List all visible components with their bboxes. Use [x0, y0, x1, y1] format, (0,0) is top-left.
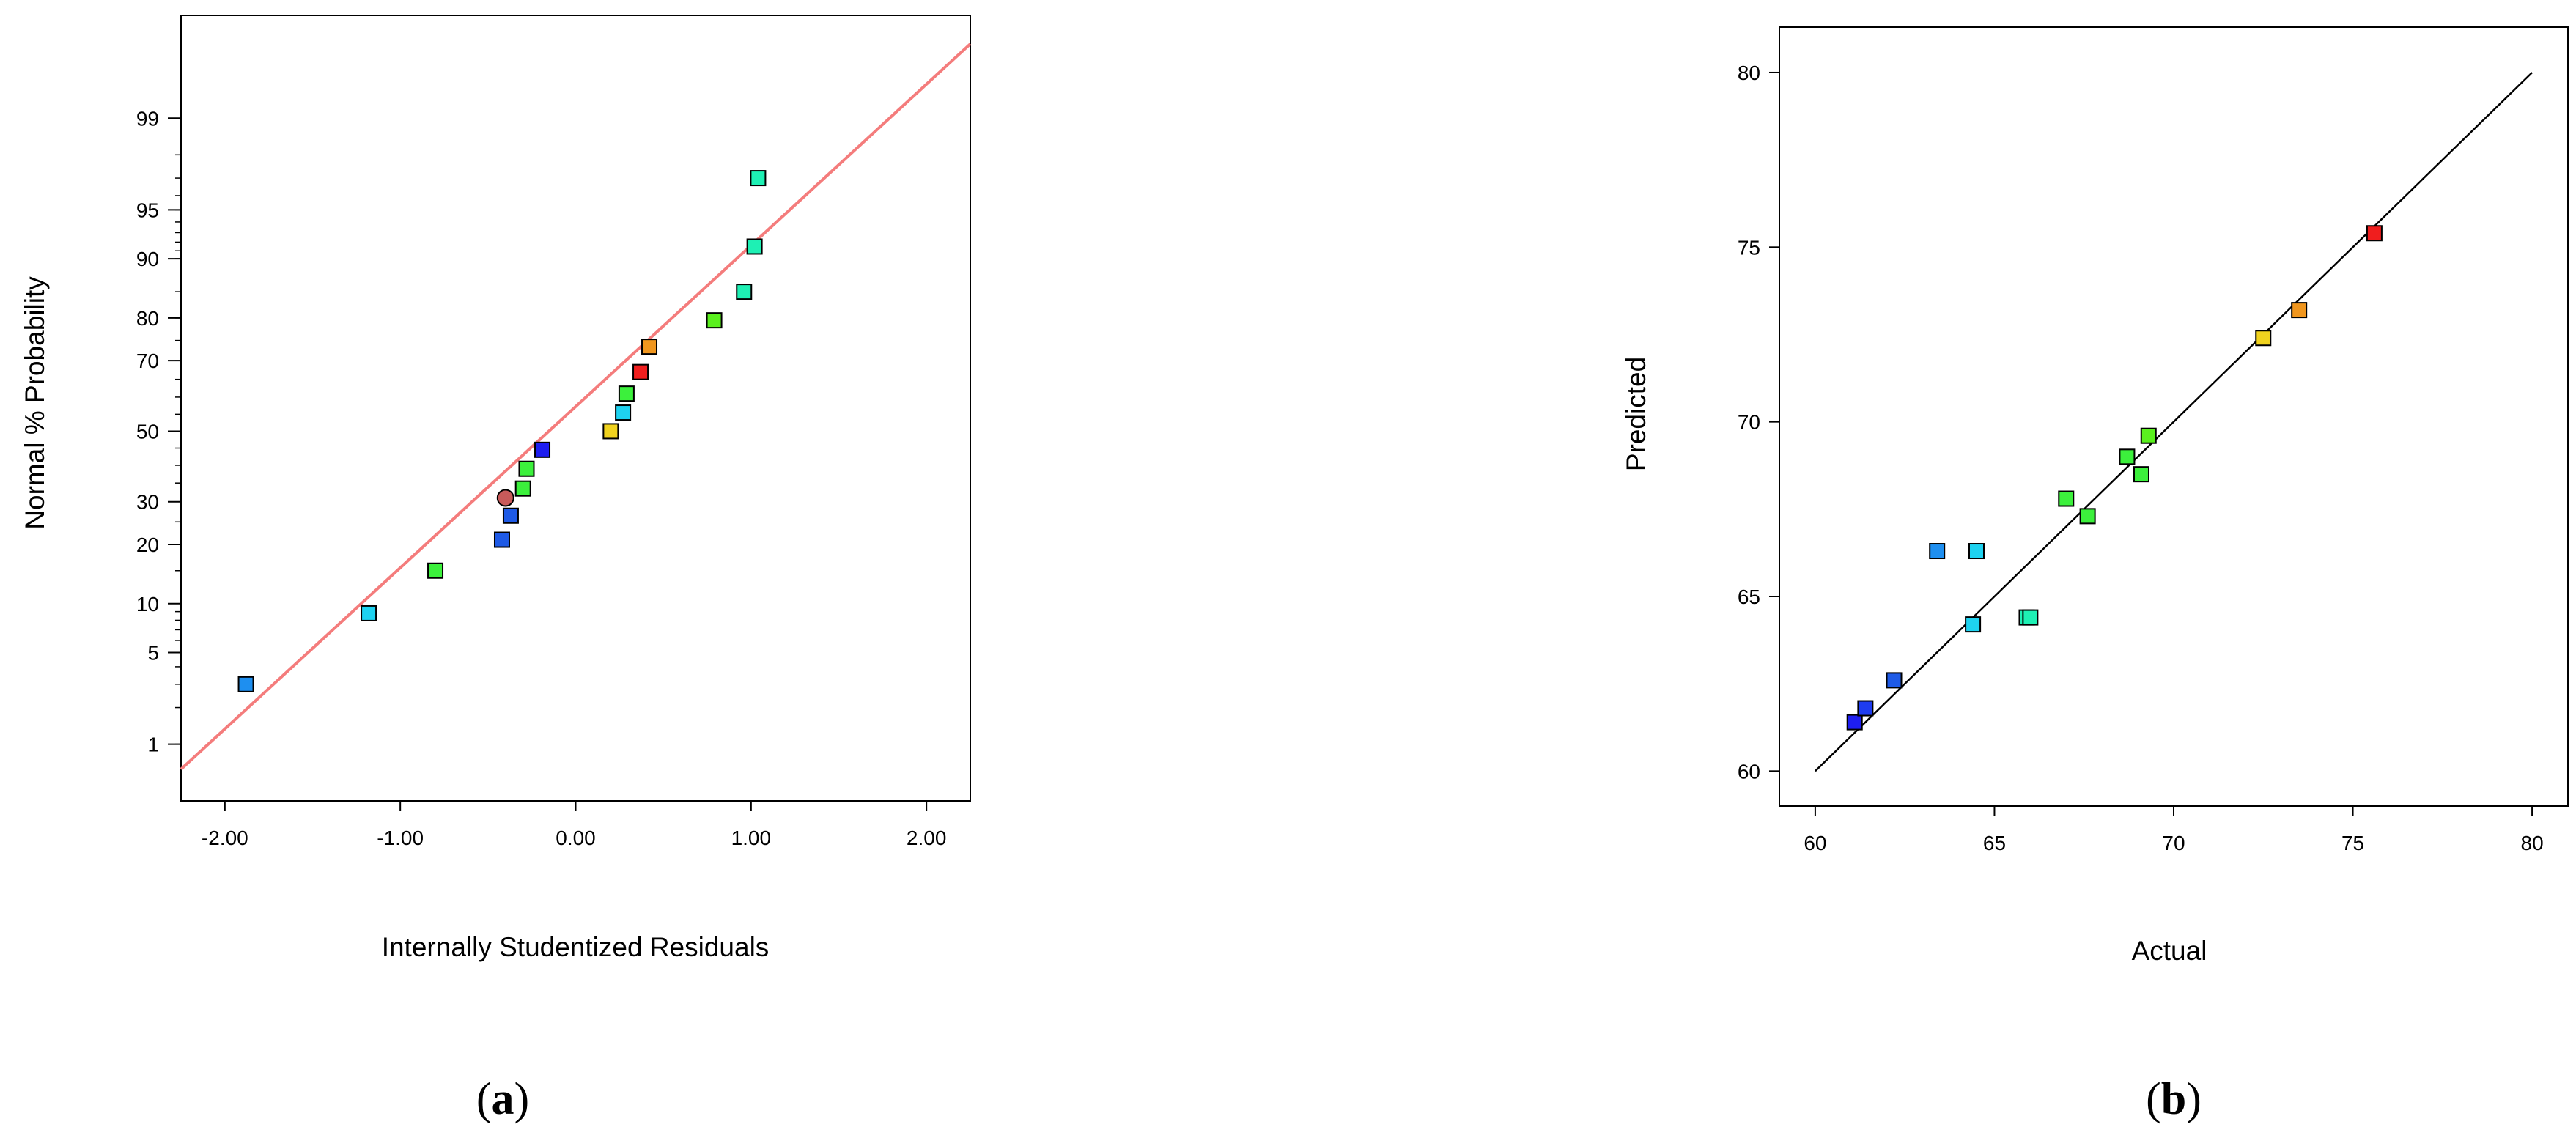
data-point — [736, 284, 753, 300]
data-point — [493, 531, 510, 548]
y-tick-label: 20 — [136, 533, 159, 556]
y-tick-label: 1 — [147, 734, 159, 756]
panel-label: (a) — [476, 1074, 529, 1124]
data-point — [1846, 714, 1863, 731]
data-point — [632, 363, 649, 380]
x-axis-title: Actual — [2132, 936, 2207, 966]
points-layer — [237, 170, 767, 692]
data-point — [1968, 543, 1985, 560]
data-point — [750, 170, 767, 187]
plot-frame — [1779, 26, 2569, 807]
data-point — [2140, 427, 2157, 444]
data-point — [706, 312, 723, 329]
y-axis-title: Normal % Probability — [20, 276, 50, 530]
x-tick-label: 70 — [2162, 832, 2185, 854]
y-tick-label: 30 — [136, 491, 159, 514]
points-layer — [1846, 225, 2383, 731]
data-point — [518, 460, 535, 477]
data-point — [2119, 448, 2136, 465]
data-point — [237, 676, 254, 692]
data-point — [427, 562, 444, 579]
y-tick-label: 50 — [136, 420, 159, 443]
data-point — [514, 480, 531, 497]
x-tick-label: 0.00 — [556, 827, 596, 849]
y-tick-label: 80 — [1738, 62, 1760, 84]
reference-line — [180, 43, 972, 771]
reference-line — [1815, 72, 2533, 772]
data-point — [602, 423, 619, 440]
x-tick-label: 1.00 — [731, 827, 772, 849]
data-point — [641, 339, 658, 355]
y-tick-label: 10 — [136, 593, 159, 616]
panel-a-normal-probability-plot: -2.00 -1.00 0.00 1.00 2.00 1 5 10 20 30 50 70 80 90 95… — [20, 15, 972, 1124]
y-tick-label: 95 — [136, 199, 159, 221]
panel-b-predicted-vs-actual-plot: 60 65 70 75 80 60 65 70 75 80 Actual Predicted (b… — [1621, 26, 2569, 1124]
y-axis-title: Predicted — [1621, 357, 1651, 471]
data-point — [1965, 616, 1982, 633]
reference-line-layer — [180, 43, 972, 771]
data-point — [2291, 302, 2308, 319]
data-point — [2255, 330, 2272, 347]
y-tick-label: 5 — [147, 641, 159, 664]
data-point — [2366, 225, 2383, 242]
y-tick-label: 70 — [1738, 411, 1760, 434]
y-tick-label: 65 — [1738, 585, 1760, 608]
data-point — [1886, 672, 1903, 689]
axis-ticks-layer: -2.00 -1.00 0.00 1.00 2.00 1 5 10 20 30 50 70 80 90 95… — [136, 107, 947, 849]
data-point — [746, 238, 763, 255]
x-tick-label: 2.00 — [907, 827, 947, 849]
data-point — [534, 441, 551, 458]
y-tick-label: 99 — [136, 107, 159, 130]
x-tick-label: 80 — [2521, 832, 2544, 854]
y-tick-label: 75 — [1738, 236, 1760, 259]
x-axis-title: Internally Studentized Residuals — [382, 932, 770, 962]
data-point — [2058, 490, 2075, 507]
panel-label: (b) — [2146, 1074, 2202, 1124]
reference-line-layer — [1815, 72, 2533, 772]
data-point — [615, 404, 632, 421]
data-point — [502, 507, 519, 524]
x-tick-label: 60 — [1804, 832, 1826, 854]
data-point — [2022, 609, 2039, 626]
data-point — [618, 385, 635, 402]
data-point — [361, 605, 377, 621]
y-tick-label: 80 — [136, 307, 159, 330]
y-tick-label: 60 — [1738, 760, 1760, 783]
x-tick-label: 75 — [2341, 832, 2364, 854]
y-tick-label: 90 — [136, 248, 159, 270]
x-tick-label: -1.00 — [377, 827, 424, 849]
x-tick-label: -2.00 — [202, 827, 248, 849]
data-point — [1857, 700, 1874, 717]
axis-ticks-layer: 60 65 70 75 80 60 65 70 75 80 — [1738, 62, 2544, 854]
data-point — [1929, 543, 1946, 560]
data-point — [2079, 508, 2096, 525]
data-point — [2133, 466, 2149, 483]
x-tick-label: 65 — [1983, 832, 2006, 854]
data-point — [496, 489, 514, 507]
y-tick-label: 70 — [136, 350, 159, 372]
